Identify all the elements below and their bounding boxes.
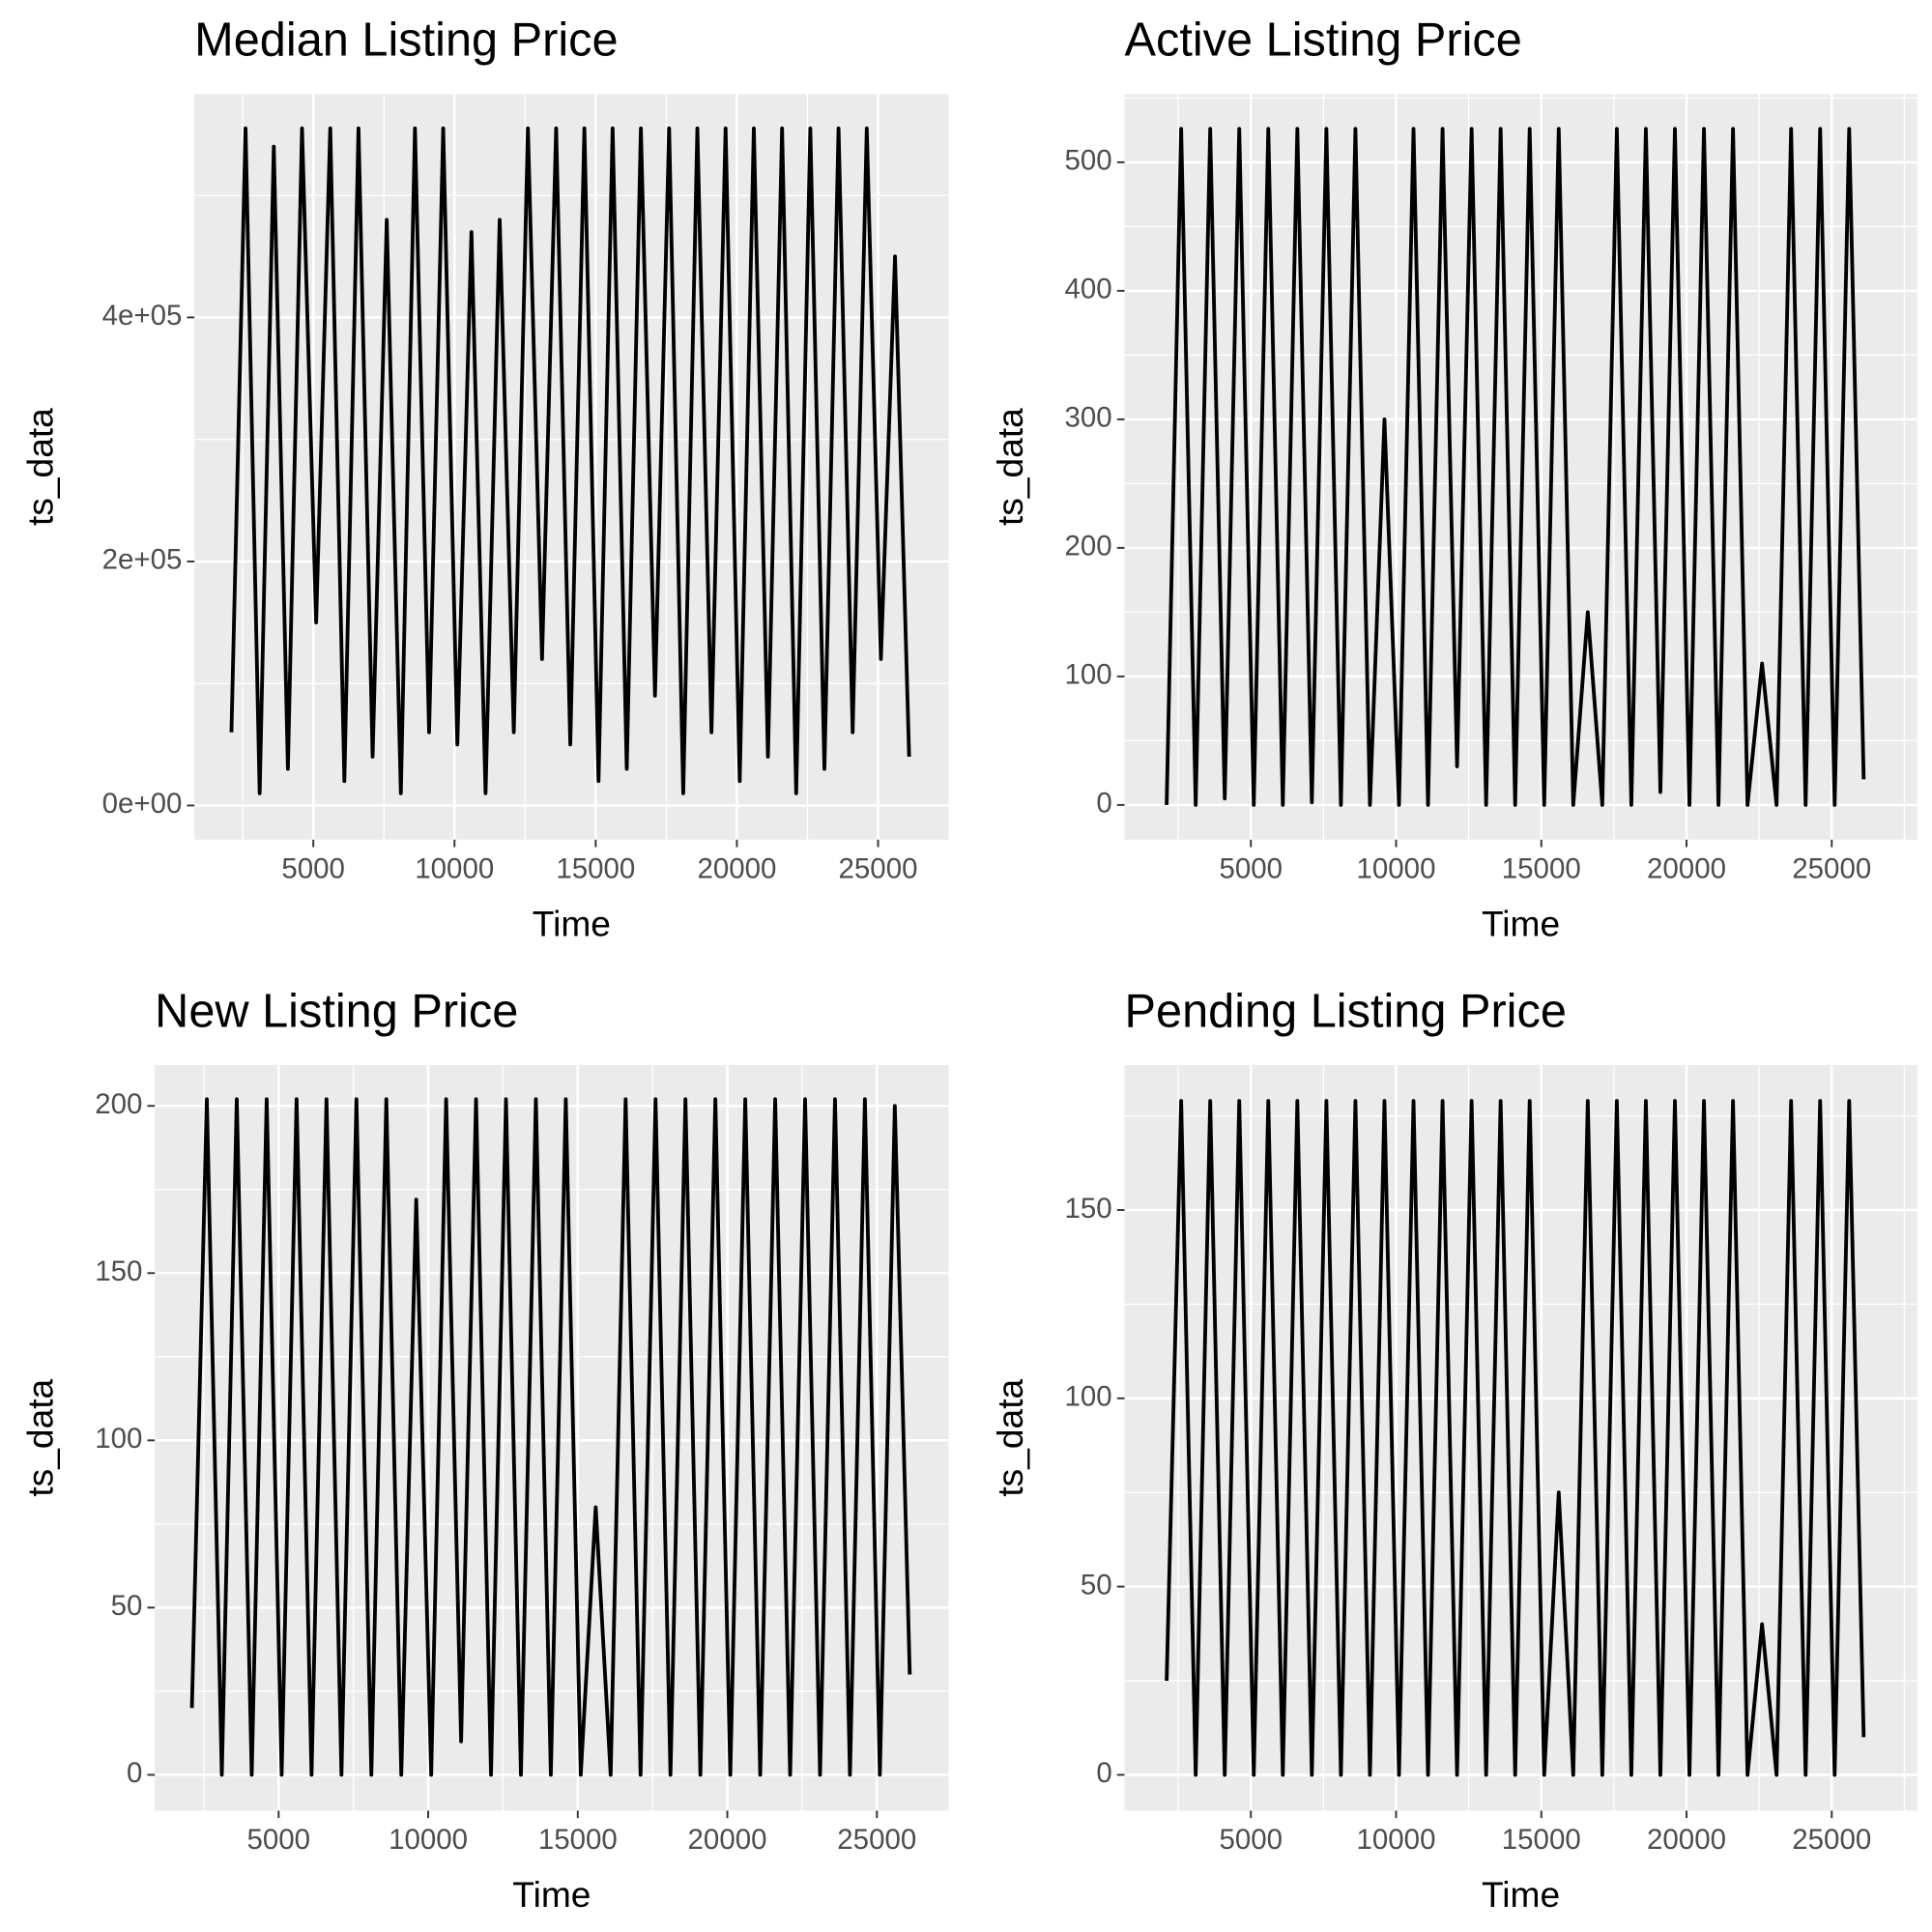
y-tick-label: 500 (1065, 145, 1112, 177)
data-line (1165, 1099, 1866, 1777)
x-tick-label: 10000 (415, 853, 494, 885)
y-tick-label: 200 (95, 1088, 142, 1120)
y-axis-title: ts_data (990, 1378, 1030, 1496)
x-tick-label: 5000 (1219, 1824, 1283, 1856)
x-tick-label: 20000 (688, 1824, 767, 1856)
x-tick-label: 20000 (697, 853, 776, 885)
y-tick-label: 200 (1065, 531, 1112, 562)
x-tick-label: 20000 (1647, 853, 1726, 885)
y-tick-label: 150 (1065, 1193, 1112, 1225)
x-tick-label: 15000 (556, 853, 635, 885)
x-tick-label: 5000 (247, 1824, 311, 1856)
y-tick-label: 0e+00 (102, 788, 183, 820)
y-axis-title: ts_data (20, 1378, 61, 1496)
x-tick-label: 25000 (1792, 1824, 1871, 1856)
x-tick-label: 10000 (1357, 853, 1436, 885)
x-tick-label: 10000 (389, 1824, 468, 1856)
y-tick-label: 100 (1065, 659, 1112, 691)
x-axis-title: Time (512, 1874, 591, 1915)
y-tick-label: 100 (95, 1423, 142, 1455)
x-tick-label: 5000 (1219, 853, 1283, 885)
y-tick-label: 0 (127, 1757, 142, 1789)
x-tick-label: 15000 (538, 1824, 618, 1856)
y-tick-label: 0 (1096, 1757, 1111, 1789)
x-tick-label: 25000 (1792, 853, 1871, 885)
y-tick-label: 400 (1065, 274, 1112, 305)
x-axis-title: Time (1482, 903, 1560, 943)
y-tick-label: 0 (1096, 788, 1111, 820)
y-axis-title: ts_data (20, 408, 61, 526)
x-tick-label: 10000 (1357, 1824, 1436, 1856)
data-line (189, 1097, 912, 1777)
x-tick-label: 15000 (1502, 1824, 1581, 1856)
y-tick-label: 50 (111, 1590, 143, 1622)
y-tick-label: 2e+05 (102, 544, 183, 576)
x-axis-title: Time (1482, 1874, 1560, 1915)
x-tick-label: 25000 (837, 1824, 916, 1856)
chart-title: Active Listing Price (1125, 14, 1522, 67)
x-tick-label: 5000 (281, 853, 345, 885)
y-tick-label: 50 (1081, 1569, 1112, 1600)
x-tick-label: 20000 (1647, 1824, 1726, 1856)
y-tick-label: 300 (1065, 402, 1112, 434)
x-axis-title: Time (533, 903, 611, 943)
y-axis-title: ts_data (990, 408, 1030, 526)
chart-title: Pending Listing Price (1125, 985, 1567, 1037)
y-tick-label: 150 (95, 1255, 142, 1287)
y-tick-label: 4e+05 (102, 300, 183, 332)
data-line (1165, 127, 1866, 807)
x-tick-label: 15000 (1502, 853, 1581, 885)
data-line (229, 126, 911, 795)
chart-title: Median Listing Price (194, 14, 618, 67)
y-tick-label: 100 (1065, 1381, 1112, 1413)
x-tick-label: 25000 (839, 853, 918, 885)
chart-title: New Listing Price (155, 985, 518, 1037)
